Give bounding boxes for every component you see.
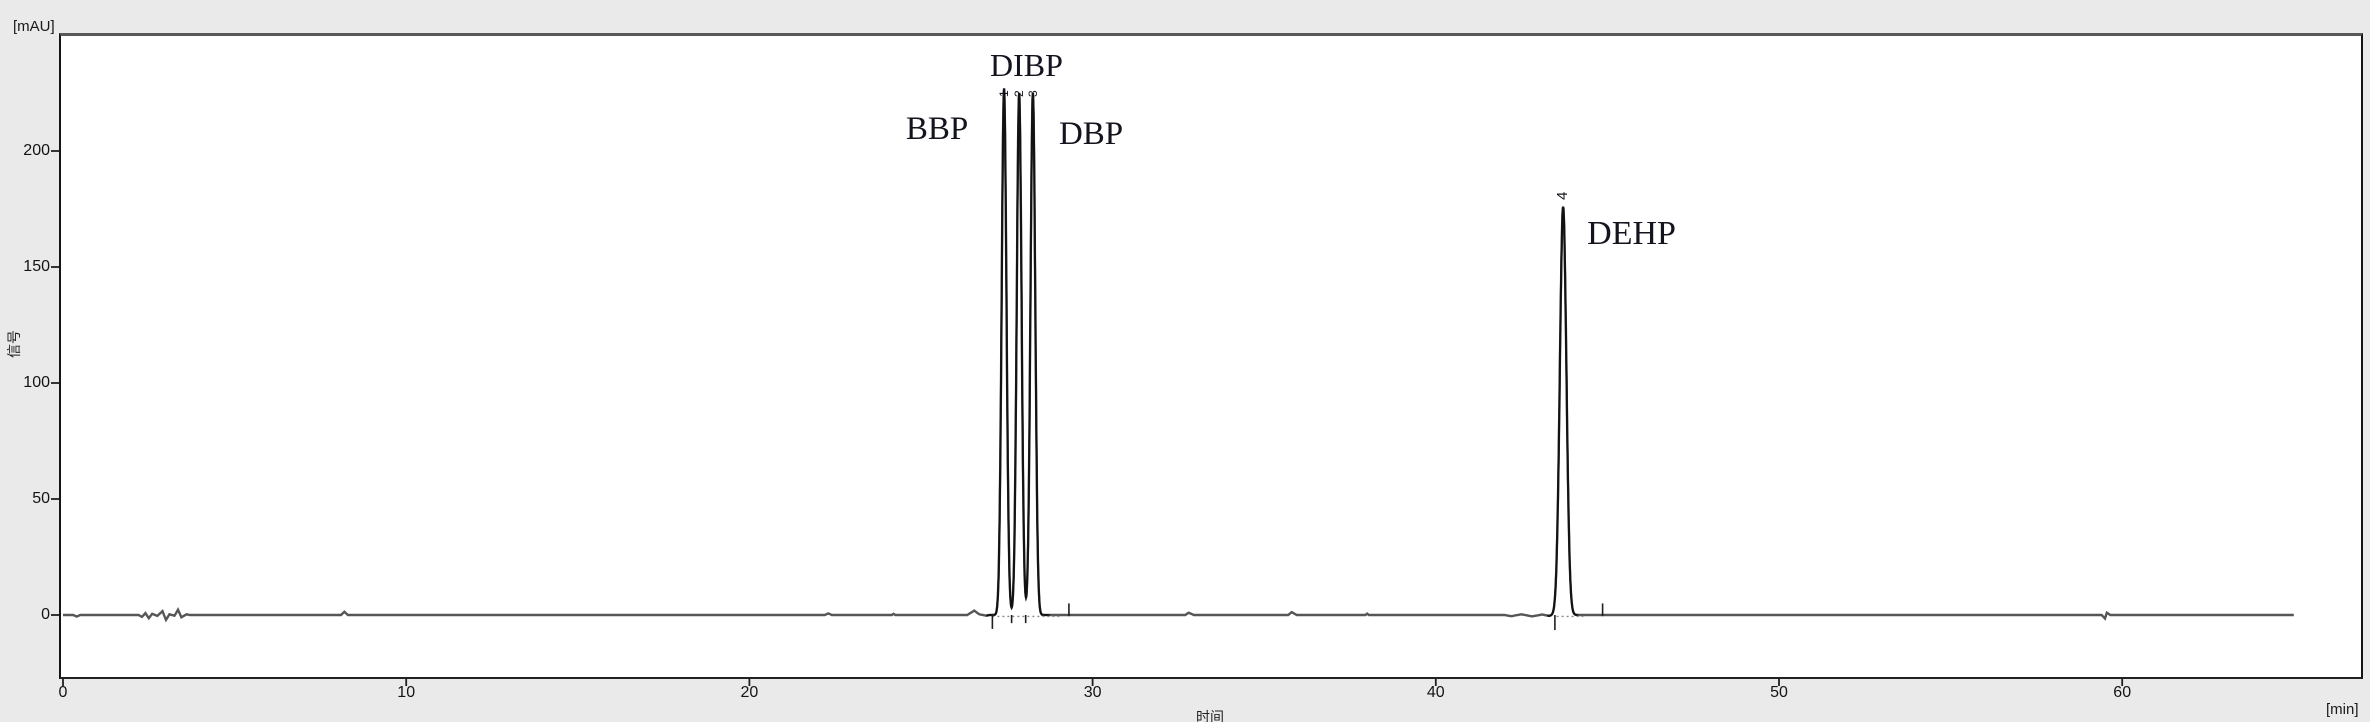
peak-number-label: 4 <box>1554 191 1572 200</box>
x-tick-label: 20 <box>740 684 759 701</box>
y-axis-unit-label: [mAU] <box>13 18 55 35</box>
y-tick-label: 50 <box>32 490 50 507</box>
y-tick-label: 200 <box>23 142 50 159</box>
x-tick-label: 40 <box>1426 684 1445 701</box>
peak-name-label: DEHP <box>1587 214 1676 252</box>
y-tick-label: 150 <box>23 258 50 275</box>
x-tick-label: 50 <box>1770 684 1788 701</box>
peak-number-label: 3 <box>1025 90 1040 97</box>
x-axis-unit-label: [min] <box>2326 701 2359 718</box>
y-tick-label: 0 <box>41 606 50 623</box>
x-tick-label: 30 <box>1083 684 1102 701</box>
peak-number-label: 1 <box>997 90 1012 97</box>
plot-area <box>59 33 2363 679</box>
peak-number-label: 2 <box>1012 90 1027 97</box>
y-axis-title: 信号 <box>6 330 22 358</box>
peak-name-label: DIBP <box>989 46 1063 83</box>
x-tick-label: 10 <box>397 684 416 701</box>
x-axis-title: 时间 <box>1196 709 1224 722</box>
x-tick-label: 60 <box>2113 684 2132 701</box>
peak-name-label: BBP <box>905 110 969 147</box>
y-tick-label: 100 <box>23 374 50 391</box>
peak-name-label: DBP <box>1058 116 1124 153</box>
x-tick-label: 0 <box>58 684 68 701</box>
